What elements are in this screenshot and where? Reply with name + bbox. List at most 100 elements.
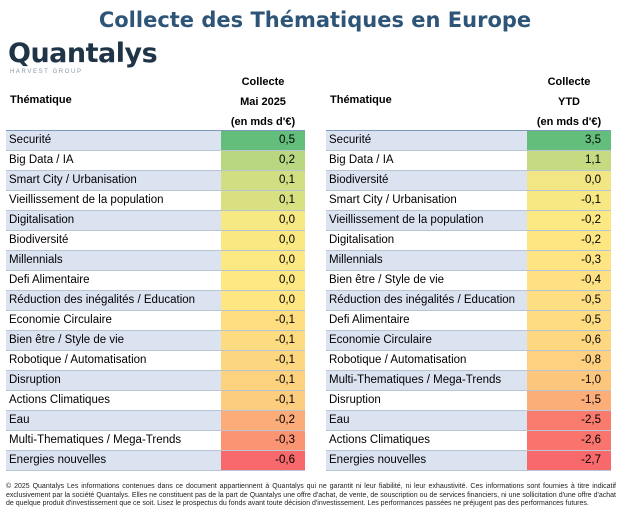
theme-name: Defi Alimentaire xyxy=(329,314,410,326)
theme-name: Millennials xyxy=(6,251,221,270)
flow-value: -0,2 xyxy=(221,411,305,430)
table-row: Vieillissement de la population -0,2 xyxy=(326,211,611,231)
table-row: Biodiversité 0,0 xyxy=(6,231,305,251)
theme-column-header: Thématique xyxy=(330,94,392,106)
theme-name: Eau xyxy=(326,411,527,430)
theme-name: Big Data / IA xyxy=(329,154,394,166)
theme-name: Vieillissement de la population xyxy=(9,194,164,206)
table-row: Securité 3,5 xyxy=(326,131,611,151)
theme-name: Bien être / Style de vie xyxy=(6,331,221,350)
theme-name: Biodiversité xyxy=(326,171,527,190)
flow-value: 0,1 xyxy=(221,171,305,190)
theme-name: Economie Circulaire xyxy=(9,314,112,326)
theme-name: Robotique / Automatisation xyxy=(329,354,467,366)
table-row: Bien être / Style de vie -0,1 xyxy=(6,331,305,351)
table-header: Thématique Collecte Mai 2025 (en mds d'€… xyxy=(6,70,305,130)
theme-name: Securité xyxy=(6,131,221,150)
theme-column-header: Thématique xyxy=(10,94,72,106)
flow-value: -0,2 xyxy=(527,231,611,250)
table-row: Millennials -0,3 xyxy=(326,251,611,271)
theme-name: Digitalisation xyxy=(329,234,395,246)
flow-value: 1,1 xyxy=(527,151,611,170)
table-row: Economie Circulaire -0,1 xyxy=(6,311,305,331)
flow-value: -2,6 xyxy=(527,431,611,450)
flow-value: -0,4 xyxy=(527,271,611,290)
theme-name: Bien être / Style de vie xyxy=(329,274,445,286)
logo-wordmark: Quantalys xyxy=(8,38,158,69)
table-row: Eau -2,5 xyxy=(326,411,611,431)
flow-value: 0,1 xyxy=(221,191,305,210)
flow-value: -0,1 xyxy=(221,391,305,410)
flow-value: -0,6 xyxy=(527,331,611,350)
flow-value: -0,1 xyxy=(221,331,305,350)
table-row: Disruption -1,5 xyxy=(326,391,611,411)
flow-value: -0,5 xyxy=(527,311,611,330)
theme-name: Disruption xyxy=(329,394,381,406)
flow-value: -0,3 xyxy=(527,251,611,270)
table-row: Vieillissement de la population 0,1 xyxy=(6,191,305,211)
flow-value: -0,1 xyxy=(527,191,611,210)
table-row: Réduction des inégalités / Education 0,0 xyxy=(6,291,305,311)
table-row: Biodiversité 0,0 xyxy=(326,171,611,191)
table-header: Thématique Collecte YTD (en mds d'€) xyxy=(326,70,611,130)
table-row: Millennials 0,0 xyxy=(6,251,305,271)
table-row: Big Data / IA 0,2 xyxy=(6,151,305,171)
theme-name: Smart City / Urbanisation xyxy=(6,171,221,190)
table-row: Robotique / Automatisation -0,1 xyxy=(6,351,305,371)
table-row: Digitalisation 0,0 xyxy=(6,211,305,231)
flow-value: -0,2 xyxy=(527,211,611,230)
flows-header-line-2: Mai 2025 xyxy=(240,96,286,108)
flows-column-header: Collecte Mai 2025 (en mds d'€) xyxy=(221,72,305,132)
flow-value: 0,0 xyxy=(221,231,305,250)
theme-name: Robotique / Automatisation xyxy=(9,354,147,366)
table-row: Smart City / Urbanisation -0,1 xyxy=(326,191,611,211)
theme-name: Digitalisation xyxy=(6,211,221,230)
table-row: Robotique / Automatisation -0,8 xyxy=(326,351,611,371)
flow-value: 0,0 xyxy=(221,251,305,270)
flow-value: 0,0 xyxy=(221,291,305,310)
flows-column-header: Collecte YTD (en mds d'€) xyxy=(527,72,611,132)
theme-name: Réduction des inégalités / Education xyxy=(326,291,527,310)
theme-name: Eau xyxy=(6,411,221,430)
flow-value: -2,5 xyxy=(527,411,611,430)
quantalys-logo: Quantalys HARVEST GROUP xyxy=(8,38,158,76)
table-row: Digitalisation -0,2 xyxy=(326,231,611,251)
theme-name: Energies nouvelles xyxy=(6,451,221,470)
flow-value: -0,8 xyxy=(527,351,611,370)
flows-header-line-3: (en mds d'€) xyxy=(230,116,296,128)
flow-value: -1,0 xyxy=(527,371,611,390)
table-row: Defi Alimentaire -0,5 xyxy=(326,311,611,331)
table-row: Bien être / Style de vie -0,4 xyxy=(326,271,611,291)
theme-name: Big Data / IA xyxy=(9,154,74,166)
table-body: Securité 0,5 Big Data / IA 0,2 Smart City / … xyxy=(6,130,305,471)
table-row: Securité 0,5 xyxy=(6,131,305,151)
flow-value: -0,1 xyxy=(221,371,305,390)
flow-value: 0,5 xyxy=(221,131,305,150)
flow-value: -0,3 xyxy=(221,431,305,450)
theme-name: Defi Alimentaire xyxy=(9,274,90,286)
table-row: Actions Climatiques -0,1 xyxy=(6,391,305,411)
table-row: Disruption -0,1 xyxy=(6,371,305,391)
theme-name: Millennials xyxy=(326,251,527,270)
theme-name: Disruption xyxy=(6,371,221,390)
disclaimer-footer: © 2025 Quantalys Les informations conten… xyxy=(6,483,616,507)
theme-name: Biodiversité xyxy=(9,234,69,246)
flow-value: 3,5 xyxy=(527,131,611,150)
flows-header-line-1: Collecte xyxy=(547,76,591,88)
table-row: Actions Climatiques -2,6 xyxy=(326,431,611,451)
theme-name: Multi-Thematiques / Mega-Trends xyxy=(326,371,527,390)
flow-value: -0,1 xyxy=(221,311,305,330)
table-row: Smart City / Urbanisation 0,1 xyxy=(6,171,305,191)
theme-name: Actions Climatiques xyxy=(9,394,110,406)
theme-name: Smart City / Urbanisation xyxy=(329,194,457,206)
table-row: Energies nouvelles -2,7 xyxy=(326,451,611,471)
flows-header-line-1: Collecte xyxy=(241,76,285,88)
table-row: Defi Alimentaire 0,0 xyxy=(6,271,305,291)
flows-header-line-3: (en mds d'€) xyxy=(536,116,602,128)
table-row: Multi-Thematiques / Mega-Trends -1,0 xyxy=(326,371,611,391)
theme-name: Vieillissement de la population xyxy=(326,211,527,230)
flow-value: -0,6 xyxy=(221,451,305,470)
theme-name: Actions Climatiques xyxy=(329,434,430,446)
theme-name: Réduction des inégalités / Education xyxy=(6,291,221,310)
flow-value: 0,0 xyxy=(527,171,611,190)
